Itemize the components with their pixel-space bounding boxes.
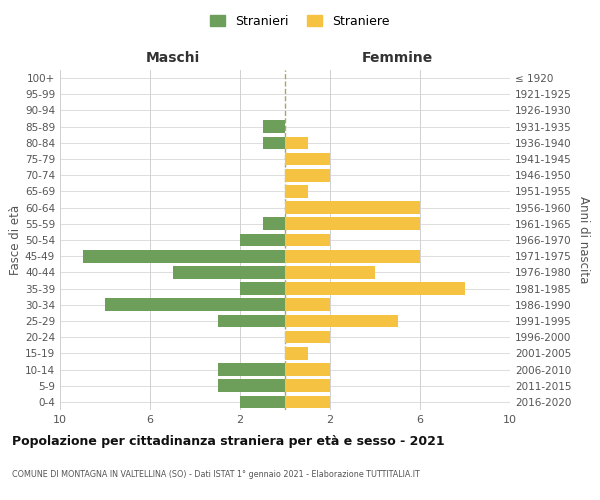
Bar (105, 298, 285, 311)
Bar (285, 202, 420, 214)
Bar (285, 218, 420, 230)
Text: Femmine: Femmine (362, 51, 433, 65)
Bar (285, 152, 330, 166)
Bar (218, 363, 285, 376)
Y-axis label: Fasce di età: Fasce di età (9, 205, 22, 275)
Bar (285, 185, 308, 198)
Bar (285, 380, 330, 392)
Bar (218, 380, 285, 392)
Bar (263, 218, 285, 230)
Bar (218, 314, 285, 328)
Bar (240, 234, 285, 246)
Bar (285, 250, 420, 262)
Bar (285, 234, 330, 246)
Bar (285, 363, 330, 376)
Bar (263, 120, 285, 133)
Bar (285, 282, 465, 295)
Bar (285, 169, 330, 181)
Bar (285, 396, 330, 408)
Bar (240, 396, 285, 408)
Bar (285, 314, 398, 328)
Y-axis label: Anni di nascita: Anni di nascita (577, 196, 590, 284)
Bar (285, 136, 308, 149)
Bar (285, 331, 330, 344)
Bar (285, 347, 308, 360)
Bar (285, 298, 330, 311)
Text: Maschi: Maschi (145, 51, 200, 65)
Bar (173, 266, 285, 278)
Bar (263, 136, 285, 149)
Text: Popolazione per cittadinanza straniera per età e sesso - 2021: Popolazione per cittadinanza straniera p… (12, 435, 445, 448)
Text: COMUNE DI MONTAGNA IN VALTELLINA (SO) - Dati ISTAT 1° gennaio 2021 - Elaborazion: COMUNE DI MONTAGNA IN VALTELLINA (SO) - … (12, 470, 420, 479)
Bar (83, 250, 285, 262)
Bar (285, 266, 375, 278)
Bar (240, 282, 285, 295)
Legend: Stranieri, Straniere: Stranieri, Straniere (206, 11, 394, 32)
